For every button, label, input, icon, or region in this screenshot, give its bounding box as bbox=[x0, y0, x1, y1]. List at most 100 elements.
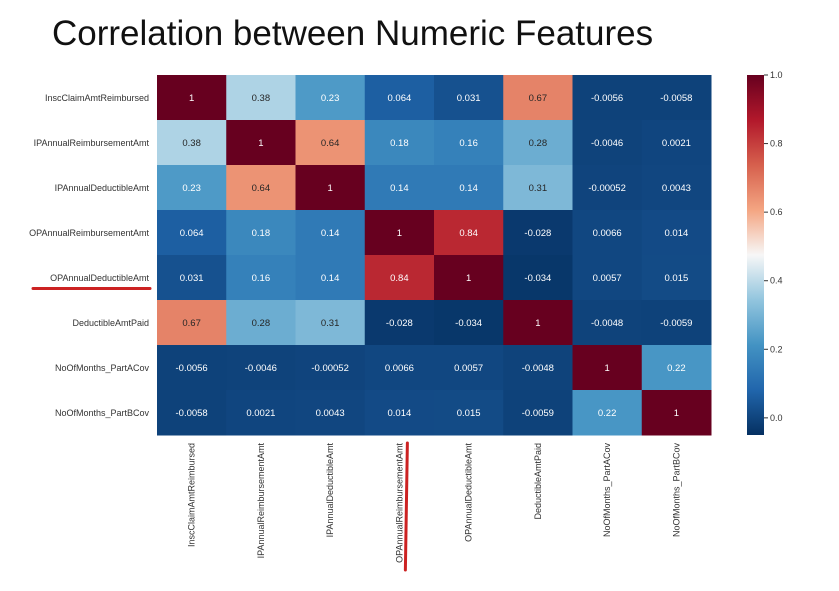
heatmap-cell bbox=[572, 165, 643, 211]
cell-value-label: 0.64 bbox=[252, 183, 271, 194]
colorbar bbox=[747, 75, 764, 435]
row-tick-label: OPAnnualDeductibleAmt bbox=[50, 273, 149, 283]
cell-value-label: 0.84 bbox=[459, 228, 478, 239]
cell-value-label: 0.38 bbox=[252, 93, 271, 104]
heatmap-cell bbox=[572, 255, 643, 301]
cell-value-label: 0.67 bbox=[182, 318, 201, 329]
row-tick-label: IPAnnualDeductibleAmt bbox=[55, 183, 150, 193]
heatmap-cell bbox=[226, 165, 296, 211]
heatmap-cell bbox=[641, 300, 712, 346]
cell-value-label: 0.23 bbox=[182, 183, 201, 194]
heatmap-cell bbox=[157, 255, 227, 301]
heatmap-cell bbox=[434, 255, 504, 301]
cell-value-label: -0.00052 bbox=[311, 363, 349, 374]
page-title: Correlation between Numeric Features bbox=[52, 14, 654, 53]
heatmap-cell bbox=[503, 120, 573, 166]
heatmap-cell bbox=[503, 345, 573, 391]
heatmap-cell bbox=[503, 75, 573, 121]
heatmap-cell bbox=[295, 345, 366, 391]
heatmap-cell bbox=[226, 390, 296, 436]
cell-value-label: 0.0066 bbox=[385, 363, 414, 374]
heatmap-cell bbox=[226, 255, 296, 301]
heatmap-cell bbox=[295, 390, 366, 436]
heatmap-cell bbox=[572, 75, 643, 121]
cell-value-label: 0.015 bbox=[664, 273, 688, 284]
heatmap-cell bbox=[157, 345, 227, 391]
row-tick-label: DeductibleAmtPaid bbox=[72, 318, 149, 328]
heatmap-cell bbox=[364, 120, 435, 166]
heatmap-cell bbox=[364, 210, 435, 256]
heatmap-cell bbox=[641, 165, 712, 211]
heatmap-cell bbox=[364, 75, 435, 121]
cell-value-label: 0.14 bbox=[390, 183, 409, 194]
cell-value-label: 0.0057 bbox=[593, 273, 622, 284]
cell-value-label: -0.034 bbox=[455, 318, 482, 329]
colorbar-tick-label: 0.2 bbox=[770, 344, 783, 354]
cell-value-label: -0.0058 bbox=[176, 408, 208, 419]
cell-value-label: -0.0046 bbox=[591, 138, 623, 149]
cell-value-label: -0.0048 bbox=[591, 318, 623, 329]
cell-value-label: 0.18 bbox=[390, 138, 409, 149]
heatmap-cell bbox=[157, 210, 227, 256]
column-tick-label: NoOfMonths_PartBCov bbox=[671, 443, 681, 538]
cell-value-label: 0.014 bbox=[387, 408, 411, 419]
cell-value-label: -0.028 bbox=[524, 228, 551, 239]
heatmap-cell bbox=[641, 390, 712, 436]
cell-value-label: 1 bbox=[189, 93, 194, 104]
heatmap-cell bbox=[503, 300, 573, 346]
heatmap-cell bbox=[364, 255, 435, 301]
cell-value-label: 1 bbox=[674, 408, 679, 419]
cell-value-label: 0.18 bbox=[252, 228, 271, 239]
cell-value-label: 1 bbox=[327, 183, 332, 194]
heatmap-cell bbox=[503, 210, 573, 256]
cell-value-label: 0.0043 bbox=[316, 408, 345, 419]
cell-value-label: 0.23 bbox=[321, 93, 340, 104]
cell-value-label: 0.28 bbox=[252, 318, 271, 329]
heatmap-cell bbox=[364, 300, 435, 346]
colorbar-tick-label: 0.0 bbox=[770, 413, 783, 423]
colorbar-tick-label: 0.8 bbox=[770, 139, 783, 149]
row-tick-label: InscClaimAmtReimbursed bbox=[45, 93, 149, 103]
column-tick-label: DeductibleAmtPaid bbox=[533, 443, 543, 520]
cell-value-label: 0.0057 bbox=[454, 363, 483, 374]
cell-value-label: 1 bbox=[604, 363, 609, 374]
cell-value-label: 0.67 bbox=[529, 93, 548, 104]
heatmap-cell bbox=[295, 255, 366, 301]
row-tick-label: IPAnnualReimbursementAmt bbox=[34, 138, 150, 148]
heatmap-cell bbox=[226, 345, 296, 391]
heatmap-cell bbox=[503, 390, 573, 436]
heatmap-cell bbox=[226, 300, 296, 346]
cell-value-label: 0.64 bbox=[321, 138, 340, 149]
cell-value-label: 0.14 bbox=[321, 273, 340, 284]
cell-value-label: 1 bbox=[258, 138, 263, 149]
cell-value-label: -0.0046 bbox=[245, 363, 277, 374]
cell-value-label: 0.28 bbox=[529, 138, 548, 149]
cell-value-label: 0.31 bbox=[529, 183, 548, 194]
colorbar-tick-label: 0.6 bbox=[770, 207, 783, 217]
heatmap-cell bbox=[364, 345, 435, 391]
cell-value-label: 0.38 bbox=[182, 138, 201, 149]
cell-value-label: 1 bbox=[466, 273, 471, 284]
cell-value-label: -0.0058 bbox=[660, 93, 692, 104]
cell-value-label: 0.015 bbox=[457, 408, 481, 419]
cell-value-label: 0.31 bbox=[321, 318, 340, 329]
cell-value-label: 0.014 bbox=[664, 228, 688, 239]
cell-value-label: 0.064 bbox=[180, 228, 204, 239]
cell-value-label: -0.0048 bbox=[522, 363, 554, 374]
heatmap-cell bbox=[572, 210, 643, 256]
cell-value-label: -0.034 bbox=[524, 273, 551, 284]
heatmap-cell bbox=[295, 75, 366, 121]
cell-value-label: 0.16 bbox=[252, 273, 271, 284]
heatmap-cell bbox=[434, 210, 504, 256]
heatmap-cell bbox=[503, 255, 573, 301]
cell-value-label: 1 bbox=[397, 228, 402, 239]
cell-value-label: 0.064 bbox=[387, 93, 411, 104]
heatmap-cell bbox=[641, 345, 712, 391]
colorbar-tick-label: 1.0 bbox=[770, 70, 783, 80]
heatmap-cell bbox=[226, 210, 296, 256]
cell-value-label: 0.84 bbox=[390, 273, 409, 284]
cell-value-label: 0.0021 bbox=[246, 408, 275, 419]
heatmap-cell bbox=[434, 390, 504, 436]
heatmap-cell bbox=[434, 75, 504, 121]
